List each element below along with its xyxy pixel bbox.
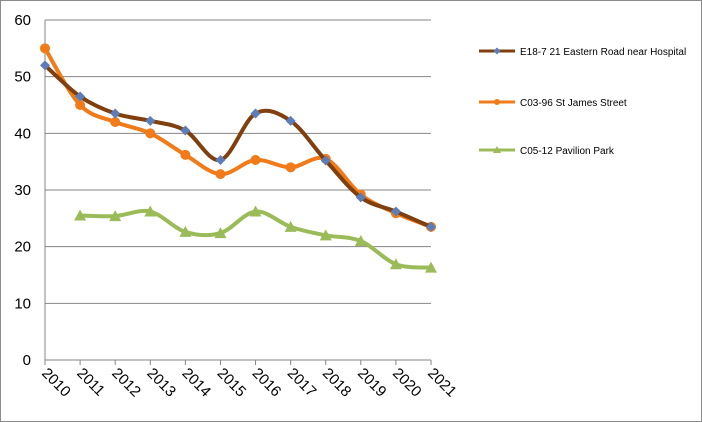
y-tick-label: 20 xyxy=(14,239,31,256)
series-1-marker xyxy=(215,154,226,165)
y-tick-label: 30 xyxy=(14,182,31,199)
series-2-marker xyxy=(250,154,261,165)
y-tick-label: 40 xyxy=(14,125,31,142)
series-1-marker xyxy=(285,115,296,126)
series-3-marker xyxy=(249,205,262,217)
series-3-marker xyxy=(144,205,157,217)
legend-item-2-marker xyxy=(494,99,500,105)
series-3-marker xyxy=(389,258,402,270)
legend-item-1-label: E18-7 21 Eastern Road near Hospital xyxy=(520,47,686,58)
x-tick-label: 2014 xyxy=(179,365,215,401)
x-tick-label: 2013 xyxy=(143,365,179,401)
series-3-marker xyxy=(425,261,437,273)
series-3-marker xyxy=(319,229,332,241)
x-tick-label: 2010 xyxy=(38,365,74,401)
series-1-marker xyxy=(355,192,366,203)
series-3-marker xyxy=(74,209,87,221)
x-tick-label: 2018 xyxy=(319,365,355,401)
series-2-marker xyxy=(75,100,86,110)
series-3-marker xyxy=(109,210,122,222)
x-tick-label: 2011 xyxy=(73,365,108,400)
series-2-marker xyxy=(215,169,226,180)
series-1-marker xyxy=(40,60,50,71)
series-1-marker xyxy=(390,206,401,217)
series-1-marker xyxy=(320,155,331,166)
series-3-marker xyxy=(284,220,297,232)
x-tick-label: 2012 xyxy=(108,365,144,401)
x-tick-label: 2021 xyxy=(424,365,460,401)
series-1-marker xyxy=(180,125,191,136)
x-tick-label: 2017 xyxy=(284,365,320,401)
series-3-marker xyxy=(354,235,367,246)
legend-item-3-marker xyxy=(493,146,501,153)
series-2-marker xyxy=(145,128,156,139)
legend-item-3-label: C05-12 Pavilion Park xyxy=(520,146,615,157)
legend-item-1-marker xyxy=(493,47,501,55)
y-tick-label: 0 xyxy=(23,352,31,369)
y-tick-label: 50 xyxy=(14,69,31,86)
x-tick-label: 2015 xyxy=(214,365,250,401)
series-3-line xyxy=(78,208,433,270)
series-1-marker xyxy=(110,108,121,119)
series-1-marker xyxy=(75,91,86,102)
series-2-marker xyxy=(40,43,50,54)
x-tick-label: 2020 xyxy=(389,365,425,401)
series-2-marker xyxy=(110,117,121,127)
series-2-marker xyxy=(180,149,191,160)
series-1-line xyxy=(43,63,433,229)
y-tick-label: 10 xyxy=(14,295,31,312)
series-2-marker xyxy=(285,162,296,173)
series-1-marker xyxy=(426,221,436,232)
series-3-marker xyxy=(214,227,227,239)
series-1-marker xyxy=(250,108,261,119)
x-tick-label: 2019 xyxy=(354,365,390,401)
legend-item-2-label: C03-96 St James Street xyxy=(520,98,627,109)
x-tick-label: 2016 xyxy=(249,365,285,401)
y-tick-label: 60 xyxy=(14,12,31,29)
series-3-marker xyxy=(179,225,192,237)
series-1-marker xyxy=(145,115,156,126)
